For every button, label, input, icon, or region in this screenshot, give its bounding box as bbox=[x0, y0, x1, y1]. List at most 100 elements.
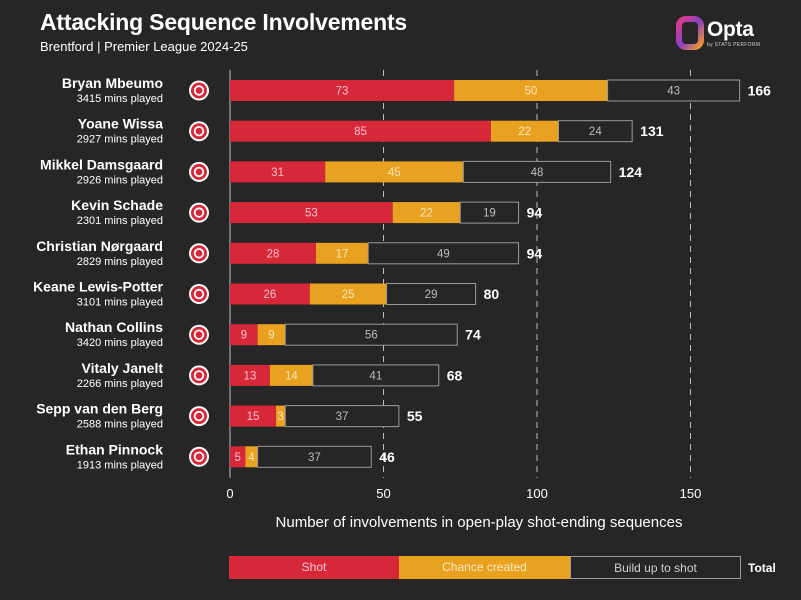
bar-value-label: 14 bbox=[285, 370, 298, 382]
brand-name: Opta bbox=[707, 18, 754, 41]
player-name: Sepp van den Berg bbox=[36, 401, 163, 417]
bar-segment-build-up bbox=[386, 283, 477, 305]
bar-total-label: 166 bbox=[748, 83, 772, 99]
bar-value-label: 3 bbox=[277, 411, 283, 423]
bar-segment-build-up bbox=[607, 79, 741, 102]
bar-total-label: 94 bbox=[527, 245, 543, 261]
bar-value-label: 9 bbox=[241, 330, 247, 342]
player-name: Bryan Mbeumo bbox=[62, 75, 163, 91]
player-minutes: 2588 mins played bbox=[77, 419, 163, 431]
crest-core bbox=[195, 290, 203, 298]
legend: Shot Chance created Build up to shot bbox=[229, 556, 741, 579]
bar-value-label: 19 bbox=[483, 208, 496, 220]
bar-value-label: 22 bbox=[420, 208, 433, 220]
bar-segment-shot bbox=[230, 161, 326, 183]
player-name: Kevin Schade bbox=[71, 197, 163, 213]
bar-value-label: 73 bbox=[336, 86, 349, 98]
bar-value-label: 25 bbox=[342, 289, 355, 301]
bar-segment-build-up bbox=[284, 405, 400, 428]
bar-segment-shot bbox=[230, 80, 455, 101]
bar-value-label: 56 bbox=[365, 330, 378, 342]
bar-value-label: 24 bbox=[589, 126, 602, 138]
bar-segment-chance-created bbox=[454, 80, 608, 101]
opta-logo-icon: Opta by STATS PERFORM bbox=[676, 16, 776, 52]
player-minutes: 3415 mins played bbox=[77, 93, 163, 105]
bar-segment-shot bbox=[230, 364, 270, 386]
bar-total-label: 94 bbox=[527, 205, 543, 221]
bar-total-label: 131 bbox=[640, 123, 664, 139]
bar-segment-build-up bbox=[312, 364, 440, 387]
bar-value-label: 37 bbox=[308, 452, 321, 464]
bar-value-label: 41 bbox=[369, 370, 382, 382]
x-tick-label: 50 bbox=[376, 486, 390, 501]
crest-core bbox=[195, 87, 203, 94]
player-name: Vitaly Janelt bbox=[82, 360, 164, 376]
bar-total-label: 55 bbox=[407, 408, 423, 424]
bar-value-label: 50 bbox=[524, 86, 537, 98]
bar-value-label: 28 bbox=[267, 248, 280, 260]
bar-segment-chance-created bbox=[325, 161, 464, 183]
crest-core bbox=[195, 331, 203, 339]
crest-core bbox=[195, 249, 203, 257]
x-tick-label: 150 bbox=[680, 486, 702, 501]
legend-build-up: Build up to shot bbox=[570, 556, 741, 579]
bar-value-label: 22 bbox=[518, 126, 531, 138]
bar-segment-shot bbox=[230, 283, 310, 305]
crest-core bbox=[195, 168, 203, 176]
bar-value-label: 43 bbox=[667, 86, 680, 98]
bar-segment-chance-created bbox=[309, 283, 387, 305]
bar-value-label: 9 bbox=[268, 330, 274, 342]
bar-segment-build-up bbox=[557, 120, 633, 143]
player-name: Nathan Collins bbox=[65, 319, 163, 335]
bar-segment-build-up bbox=[284, 323, 458, 346]
bar-value-label: 5 bbox=[234, 452, 240, 464]
bar-segment-chance-created bbox=[245, 446, 258, 468]
player-minutes: 2926 mins played bbox=[77, 174, 163, 186]
player-name: Yoane Wissa bbox=[78, 116, 163, 132]
crest-core bbox=[195, 209, 203, 217]
x-tick-label: 0 bbox=[226, 486, 233, 501]
legend-shot: Shot bbox=[229, 556, 399, 579]
bar-total-label: 74 bbox=[465, 327, 481, 343]
player-name: Ethan Pinnock bbox=[66, 441, 163, 457]
bar-segment-build-up bbox=[257, 445, 372, 468]
bar-total-label: 46 bbox=[379, 449, 395, 465]
chart-subtitle: Brentford | Premier League 2024-25 bbox=[40, 39, 248, 54]
player-name: Mikkel Damsgaard bbox=[40, 156, 163, 172]
bar-value-label: 37 bbox=[336, 411, 349, 423]
bar-segment-build-up bbox=[462, 160, 612, 183]
bar-segment-shot bbox=[230, 120, 491, 142]
bar-segment-build-up bbox=[367, 242, 520, 265]
crest-core bbox=[195, 453, 203, 461]
bar-value-label: 17 bbox=[336, 248, 349, 260]
crest-core bbox=[195, 372, 203, 379]
bar-value-label: 49 bbox=[437, 248, 450, 260]
bar-value-label: 4 bbox=[248, 452, 255, 464]
bar-segment-chance-created bbox=[257, 324, 286, 346]
chart-title: Attacking Sequence Involvements bbox=[40, 9, 408, 35]
player-name: Christian Nørgaard bbox=[36, 238, 163, 254]
bar-segment-shot bbox=[230, 242, 316, 264]
player-minutes: 2266 mins played bbox=[77, 378, 163, 390]
bar-total-label: 68 bbox=[447, 367, 463, 383]
bar-segment-build-up bbox=[459, 201, 520, 224]
bar-value-label: 31 bbox=[271, 167, 284, 179]
bar-value-label: 26 bbox=[264, 289, 277, 301]
bar-value-label: 48 bbox=[531, 167, 544, 179]
legend-total: Total bbox=[748, 561, 776, 575]
player-minutes: 2927 mins played bbox=[77, 134, 163, 146]
bar-value-label: 85 bbox=[354, 126, 367, 138]
bar-value-label: 53 bbox=[305, 208, 318, 220]
bar-segment-chance-created bbox=[490, 120, 559, 142]
bar-segment-shot bbox=[230, 446, 246, 468]
bar-segment-chance-created bbox=[269, 364, 313, 386]
player-minutes: 2301 mins played bbox=[77, 215, 163, 227]
opta-mark-icon bbox=[676, 16, 704, 50]
bar-value-label: 45 bbox=[388, 167, 401, 179]
bar-total-label: 80 bbox=[484, 286, 500, 302]
player-minutes: 1913 mins played bbox=[77, 459, 163, 471]
bar-segment-shot bbox=[230, 202, 393, 224]
bar-segment-chance-created bbox=[392, 202, 461, 224]
player-minutes: 3101 mins played bbox=[77, 297, 163, 309]
